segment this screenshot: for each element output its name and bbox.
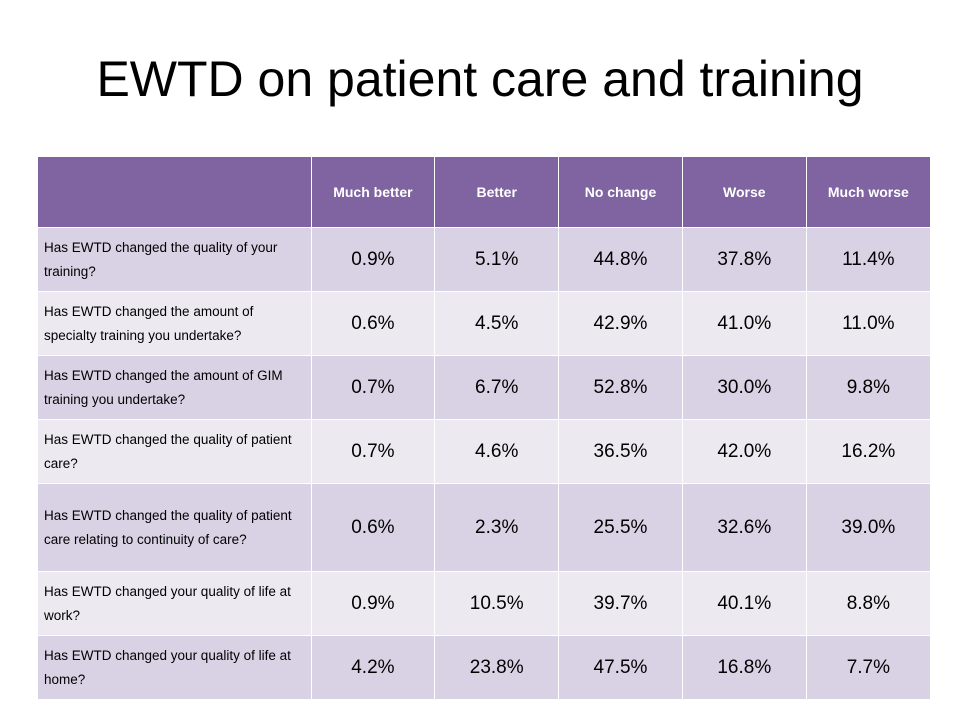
header-cell-question <box>38 157 311 228</box>
value-cell: 8.8% <box>805 571 930 636</box>
table-row: Has EWTD changed the quality of patient … <box>38 419 930 484</box>
value-cell: 0.7% <box>310 355 435 420</box>
value-cell: 11.4% <box>805 227 930 292</box>
question-cell: Has EWTD changed the quality of your tra… <box>38 227 311 292</box>
value-cell: 4.6% <box>434 419 559 484</box>
value-cell: 6.7% <box>434 355 559 420</box>
table-header-row: Much better Better No change Worse Much … <box>38 157 930 228</box>
table-row: Has EWTD changed the quality of patient … <box>38 483 930 572</box>
value-cell: 16.8% <box>681 635 807 699</box>
question-cell: Has EWTD changed your quality of life at… <box>38 571 311 636</box>
value-cell: 23.8% <box>434 635 559 699</box>
header-cell-better: Better <box>434 157 559 228</box>
value-cell: 39.7% <box>558 571 683 636</box>
table-row: Has EWTD changed the amount of GIM train… <box>38 355 930 420</box>
header-cell-worse: Worse <box>681 157 807 228</box>
question-cell: Has EWTD changed the amount of GIM train… <box>38 355 311 420</box>
results-table: Much better Better No change Worse Much … <box>38 157 930 699</box>
value-cell: 36.5% <box>558 419 683 484</box>
value-cell: 41.0% <box>681 291 807 356</box>
value-cell: 4.2% <box>310 635 435 699</box>
question-cell: Has EWTD changed the quality of patient … <box>38 419 311 484</box>
table-row: Has EWTD changed your quality of life at… <box>38 571 930 636</box>
value-cell: 25.5% <box>558 483 683 572</box>
value-cell: 47.5% <box>558 635 683 699</box>
value-cell: 9.8% <box>805 355 930 420</box>
header-cell-no-change: No change <box>558 157 683 228</box>
value-cell: 16.2% <box>805 419 930 484</box>
value-cell: 10.5% <box>434 571 559 636</box>
value-cell: 32.6% <box>681 483 807 572</box>
value-cell: 7.7% <box>805 635 930 699</box>
value-cell: 0.7% <box>310 419 435 484</box>
header-cell-much-better: Much better <box>310 157 435 228</box>
value-cell: 0.9% <box>310 571 435 636</box>
value-cell: 2.3% <box>434 483 559 572</box>
value-cell: 42.0% <box>681 419 807 484</box>
value-cell: 39.0% <box>805 483 930 572</box>
slide-title: EWTD on patient care and training <box>96 51 864 107</box>
value-cell: 44.8% <box>558 227 683 292</box>
value-cell: 0.6% <box>310 291 435 356</box>
value-cell: 4.5% <box>434 291 559 356</box>
question-cell: Has EWTD changed the amount of specialty… <box>38 291 311 356</box>
value-cell: 40.1% <box>681 571 807 636</box>
value-cell: 52.8% <box>558 355 683 420</box>
value-cell: 5.1% <box>434 227 559 292</box>
question-cell: Has EWTD changed the quality of patient … <box>38 483 311 572</box>
value-cell: 0.9% <box>310 227 435 292</box>
value-cell: 11.0% <box>805 291 930 356</box>
header-cell-much-worse: Much worse <box>805 157 930 228</box>
table-row: Has EWTD changed your quality of life at… <box>38 635 930 699</box>
value-cell: 30.0% <box>681 355 807 420</box>
table-row: Has EWTD changed the amount of specialty… <box>38 291 930 356</box>
value-cell: 42.9% <box>558 291 683 356</box>
table-row: Has EWTD changed the quality of your tra… <box>38 227 930 292</box>
value-cell: 0.6% <box>310 483 435 572</box>
value-cell: 37.8% <box>681 227 807 292</box>
question-cell: Has EWTD changed your quality of life at… <box>38 635 311 699</box>
